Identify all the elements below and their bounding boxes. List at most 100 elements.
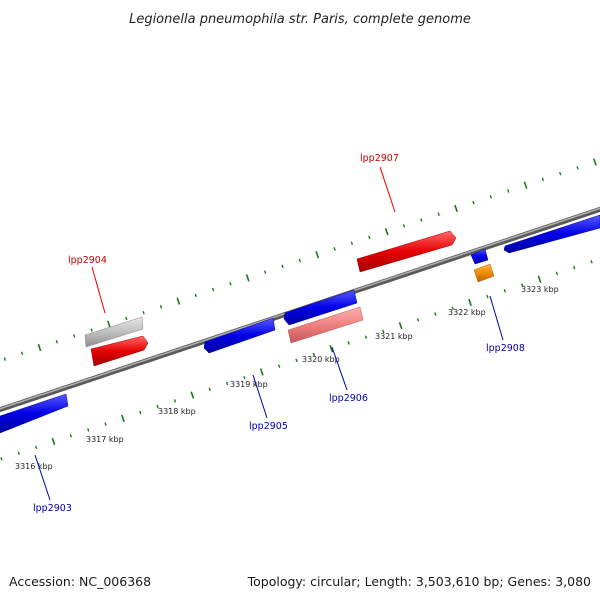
reverse-tick-mark (329, 345, 334, 353)
orange-feature (473, 263, 495, 283)
forward-tick-mark (159, 305, 163, 309)
forward-tick-mark (37, 343, 42, 352)
gene-label-lpp2904: lpp2904 (68, 255, 107, 266)
forward-tick-mark (125, 316, 128, 321)
forward-tick-mark (576, 166, 579, 170)
reverse-tick-mark (364, 335, 368, 339)
leader-line-lpp2907 (379, 166, 396, 213)
forward-tick-mark (593, 158, 597, 166)
forward-tick-mark (73, 334, 76, 338)
genome-stats-text: Topology: circular; Length: 3,503,610 bp… (247, 574, 591, 589)
reverse-tick-mark (573, 265, 576, 270)
forward-tick-mark (507, 189, 510, 193)
reverse-tick-mark (17, 451, 20, 455)
reverse-tick-mark (468, 298, 472, 307)
leader-line-lpp2908 (489, 295, 504, 341)
reverse-tick-mark (521, 283, 524, 287)
forward-tick-mark (194, 293, 197, 298)
gene-label-lpp2907: lpp2907 (360, 153, 399, 164)
gene-label-lpp2908: lpp2908 (486, 343, 525, 354)
reverse-tick-mark (590, 260, 593, 264)
gene-lpp2906-arrow (287, 306, 364, 344)
leader-line-lpp2906 (331, 346, 348, 391)
reverse-tick-mark (347, 341, 350, 345)
forward-tick-mark (20, 351, 24, 356)
forward-tick-track (3, 158, 597, 361)
forward-tick-mark (489, 195, 492, 199)
reverse-tick-mark (121, 414, 125, 422)
forward-tick-mark (211, 287, 215, 292)
gene-lpp2909-arrow (503, 214, 600, 254)
forward-tick-mark (523, 181, 528, 189)
forward-tick-mark (90, 328, 93, 332)
forward-tick-mark (3, 357, 6, 361)
forward-tick-mark (315, 251, 320, 259)
forward-tick-mark (541, 177, 545, 182)
tick-label-3317: 3317 kbp (86, 435, 124, 444)
forward-tick-mark (142, 310, 145, 315)
tick-label-3322: 3322 kbp (448, 308, 486, 317)
reverse-tick-mark (295, 358, 298, 363)
gene-label-lpp2903: lpp2903 (33, 503, 72, 514)
tick-label-3319: 3319 kbp (230, 380, 268, 389)
gene-lpp2906-blue-arrow (283, 289, 358, 326)
reverse-tick-mark (51, 437, 56, 446)
reverse-tick-mark (243, 375, 246, 380)
reverse-tick-mark (382, 329, 385, 334)
gene-lpp2904-pseudo-arrow (84, 316, 144, 348)
forward-tick-mark (263, 270, 267, 274)
forward-tick-mark (176, 297, 181, 305)
reverse-tick-mark (34, 445, 38, 450)
forward-tick-mark (298, 258, 302, 263)
forward-tick-mark (350, 241, 354, 245)
forward-tick-mark (384, 227, 389, 236)
tick-label-3321: 3321 kbp (375, 332, 413, 341)
forward-tick-mark (437, 212, 440, 216)
reverse-tick-mark (139, 410, 142, 415)
gene-lpp2905-arrow (203, 317, 276, 354)
forward-tick-mark (245, 274, 250, 282)
tick-label-3320: 3320 kbp (302, 355, 340, 364)
tick-label-3316: 3316 kbp (15, 462, 53, 471)
gene-lpp2907-arrow (356, 230, 457, 273)
forward-tick-mark (107, 320, 111, 328)
reverse-tick-mark (225, 381, 229, 386)
reverse-tick-mark (503, 289, 506, 293)
reverse-tick-mark (537, 275, 542, 283)
map-title: Legionella pneumophila str. Paris, compl… (129, 12, 471, 27)
tick-label-3323: 3323 kbp (521, 285, 559, 294)
reverse-tick-mark (416, 318, 420, 322)
reverse-tick-mark (486, 294, 489, 299)
reverse-tick-mark (208, 387, 211, 392)
reverse-tick-mark (434, 312, 437, 316)
forward-tick-mark (368, 235, 371, 240)
tick-label-3318: 3318 kbp (158, 407, 196, 416)
reverse-tick-mark (69, 433, 73, 438)
leader-line-lpp2905 (252, 374, 268, 419)
forward-tick-mark (402, 224, 406, 228)
reverse-tick-mark (312, 352, 316, 357)
reverse-tick-mark (87, 428, 90, 432)
forward-tick-mark (281, 264, 284, 269)
reverse-tick-mark (259, 368, 264, 376)
reverse-tick-mark (190, 391, 195, 399)
reverse-tick-mark (451, 306, 454, 310)
reverse-tick-track (0, 260, 593, 461)
forward-tick-mark (333, 247, 336, 251)
forward-tick-mark (472, 200, 475, 205)
reverse-tick-mark (277, 364, 281, 368)
reverse-tick-mark (555, 271, 559, 276)
accession-text: Accession: NC_006368 (9, 574, 152, 589)
gene-lpp2903-arrow (0, 393, 69, 434)
reverse-tick-mark (173, 399, 177, 403)
reverse-tick-mark (156, 404, 159, 409)
gene-label-lpp2906: lpp2906 (329, 393, 368, 404)
reverse-tick-mark (398, 321, 403, 330)
gene-lpp2908-arrow (470, 248, 489, 265)
forward-tick-mark (454, 204, 458, 213)
forward-tick-mark (420, 218, 423, 222)
forward-tick-mark (55, 339, 59, 344)
forward-tick-mark (559, 171, 562, 176)
